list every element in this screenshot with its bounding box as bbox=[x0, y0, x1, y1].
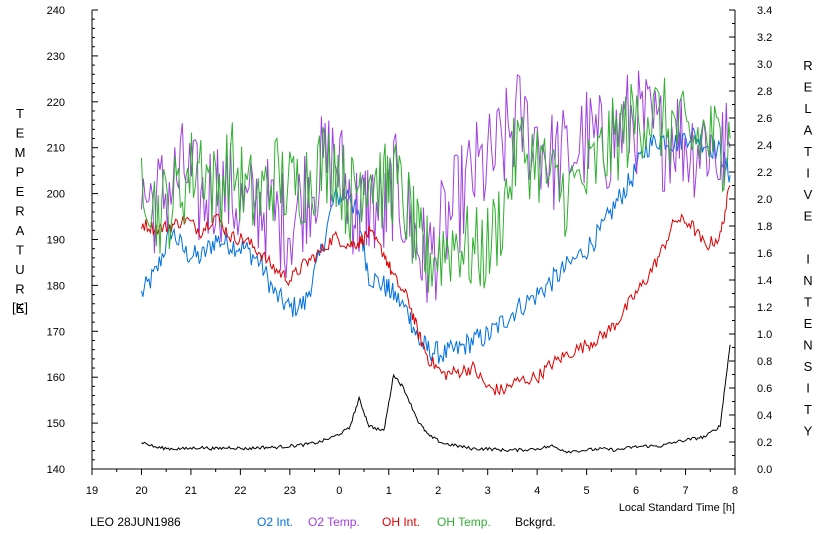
series-layer bbox=[141, 70, 731, 454]
y-axis-label-right-letter: Y bbox=[804, 424, 813, 439]
y-tick-label-left: 170 bbox=[47, 326, 65, 338]
y-axis-label-right-letter: E bbox=[804, 316, 813, 331]
legend-entry-bckgrd: Bckgrd. bbox=[515, 515, 556, 529]
y-tick-label-right: 0.0 bbox=[757, 464, 772, 476]
x-tick-label: 1 bbox=[386, 485, 392, 497]
y-axis-label-left-letter: E bbox=[16, 126, 25, 141]
series-line-oh-temp bbox=[141, 77, 731, 293]
y-tick-label-right: 2.6 bbox=[757, 113, 772, 125]
y-axis-label-left-letter: R bbox=[15, 204, 24, 219]
y-tick-label-right: 3.0 bbox=[757, 59, 772, 71]
x-tick-label: 2 bbox=[435, 485, 441, 497]
y-axis-label-left-letter: P bbox=[16, 165, 25, 180]
series-line-o2-int bbox=[141, 127, 731, 364]
x-tick-label: 19 bbox=[86, 485, 98, 497]
x-tick-label: 5 bbox=[584, 485, 590, 497]
y-tick-label-right: 2.0 bbox=[757, 194, 772, 206]
y-tick-label-left: 230 bbox=[47, 51, 65, 63]
y-axis-label-right-letter: L bbox=[804, 101, 811, 116]
y-axis-label-right-letter: V bbox=[804, 187, 813, 202]
y-tick-label-left: 190 bbox=[47, 235, 65, 247]
y-tick-label-right: 1.8 bbox=[757, 221, 772, 233]
x-tick-label: 21 bbox=[185, 485, 197, 497]
y-tick-label-right: 3.2 bbox=[757, 32, 772, 44]
y-tick-label-right: 1.0 bbox=[757, 329, 772, 341]
y-tick-label-left: 150 bbox=[47, 418, 65, 430]
y-axis-label-right-letter: T bbox=[804, 295, 812, 310]
y-axis-label-right-letter: T bbox=[804, 144, 812, 159]
legend: LEO 28JUN1986 O2 Int. O2 Temp. OH Int. OH T… bbox=[90, 515, 556, 529]
y-tick-label-left: 240 bbox=[47, 5, 65, 17]
x-axis-label: Local Standard Time [h] bbox=[619, 502, 735, 514]
y-tick-label-left: 180 bbox=[47, 280, 65, 292]
x-tick-label: 6 bbox=[633, 485, 639, 497]
y-axis-label-right-letter: N bbox=[803, 273, 812, 288]
y-axis-label-right-letter: E bbox=[804, 209, 813, 224]
x-tick-label: 20 bbox=[135, 485, 147, 497]
y-axis-unit-left: [K] bbox=[12, 300, 28, 315]
x-tick-label: 3 bbox=[485, 485, 491, 497]
legend-entry-o2-int: O2 Int. bbox=[257, 515, 293, 529]
y-axis-label-left-letter: E bbox=[16, 301, 25, 316]
y-axis-label-right-letter: T bbox=[804, 402, 812, 417]
x-tick-label: 23 bbox=[284, 485, 296, 497]
x-tick-label: 22 bbox=[234, 485, 246, 497]
y-tick-label-right: 0.6 bbox=[757, 383, 772, 395]
y-tick-label-right: 3.4 bbox=[757, 5, 772, 17]
y-tick-label-right: 0.2 bbox=[757, 437, 772, 449]
y-axis-label-left-letter: R bbox=[15, 282, 24, 297]
y-tick-label-right: 2.4 bbox=[757, 140, 772, 152]
y-axis-label-left-letter: T bbox=[16, 243, 24, 258]
station-label: LEO 28JUN1986 bbox=[90, 515, 181, 529]
y-tick-label-right: 0.4 bbox=[757, 410, 772, 422]
y-axis-label-left-letter: T bbox=[16, 106, 24, 121]
y-axis-label-right-letter: I bbox=[806, 166, 810, 181]
y-tick-label-left: 200 bbox=[47, 189, 65, 201]
y-tick-label-right: 1.2 bbox=[757, 302, 772, 314]
y-tick-label-right: 1.4 bbox=[757, 275, 772, 287]
legend-entry-o2-temp: O2 Temp. bbox=[308, 515, 360, 529]
y-axis-label-left-letter: E bbox=[16, 184, 25, 199]
y-tick-label-left: 140 bbox=[47, 464, 65, 476]
series-line-oh-int bbox=[141, 185, 731, 396]
y-axis-label-left-letter: U bbox=[15, 262, 24, 277]
axes-layer: 1401501601701801902002102202302400.00.20… bbox=[47, 5, 773, 497]
y-tick-label-right: 0.8 bbox=[757, 356, 772, 368]
x-tick-label: 0 bbox=[336, 485, 342, 497]
y-axis-label-right-letter: E bbox=[804, 80, 813, 95]
y-axis-label-right-letter: A bbox=[804, 123, 813, 138]
x-tick-label: 7 bbox=[682, 485, 688, 497]
series-line-bckgrd bbox=[141, 344, 731, 454]
x-tick-label: 8 bbox=[732, 485, 738, 497]
y-axis-label-right-letter: N bbox=[803, 338, 812, 353]
y-tick-label-left: 160 bbox=[47, 372, 65, 384]
x-tick-label: 4 bbox=[534, 485, 540, 497]
legend-entry-oh-temp: OH Temp. bbox=[437, 515, 491, 529]
y-tick-label-left: 220 bbox=[47, 97, 65, 109]
legend-entry-oh-int: OH Int. bbox=[382, 515, 420, 529]
y-axis-label-right-letter: I bbox=[806, 381, 810, 396]
y-tick-label-left: 210 bbox=[47, 143, 65, 155]
y-axis-label-left-letter: A bbox=[16, 223, 25, 238]
y-axis-label-right-letter: S bbox=[804, 359, 813, 374]
y-tick-label-right: 2.8 bbox=[757, 86, 772, 98]
y-axis-label-left-letter: M bbox=[15, 145, 26, 160]
y-axis-label-right-letter: R bbox=[803, 58, 812, 73]
y-tick-label-right: 1.6 bbox=[757, 248, 772, 260]
y-tick-label-right: 2.2 bbox=[757, 167, 772, 179]
y-axis-label-right-letter: I bbox=[806, 252, 810, 267]
